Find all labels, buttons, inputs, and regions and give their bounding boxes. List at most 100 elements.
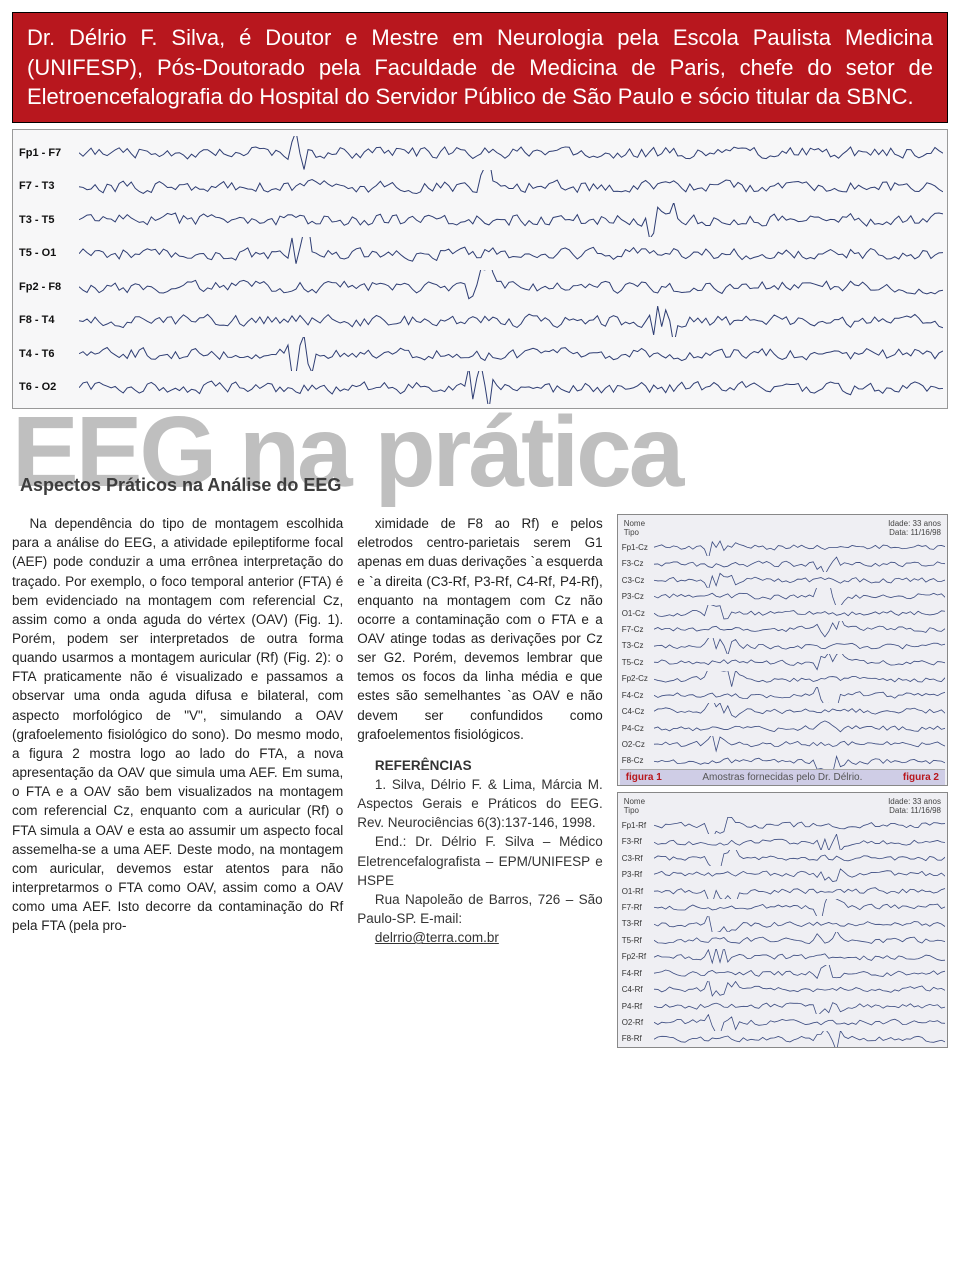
- fig-trace-line: [654, 949, 945, 965]
- fig-trace-line: [654, 866, 945, 882]
- fig-trace-row: P4-Rf: [620, 998, 945, 1014]
- fig-trace-label: F4-Cz: [620, 691, 654, 700]
- fig-trace-label: Fp2-Rf: [620, 952, 654, 961]
- fig-trace-line: [654, 1014, 945, 1030]
- body-column-2: ximidade de F8 ao Rf) e pelos eletrodos …: [357, 514, 602, 947]
- fig-trace-row: F7-Rf: [620, 899, 945, 915]
- fig-trace-label: T5-Cz: [620, 658, 654, 667]
- fig1-header-name: Nome: [624, 519, 645, 528]
- eeg-trace-label: Fp1 - F7: [17, 147, 79, 159]
- eeg-trace-row: Fp2 - F8: [17, 270, 943, 304]
- figure-1-box: Nome Tipo Idade: 33 anos Data: 11/16/98 …: [617, 514, 948, 786]
- fig2-header-type: Tipo: [624, 806, 639, 815]
- eeg-trace-line: [79, 337, 943, 371]
- fig-trace-label: O2-Cz: [620, 740, 654, 749]
- fig-trace-line: [654, 654, 945, 670]
- fig-trace-label: P3-Rf: [620, 870, 654, 879]
- fig-trace-row: P4-Cz: [620, 720, 945, 736]
- fig-trace-row: T5-Cz: [620, 654, 945, 670]
- fig-trace-row: F7-Cz: [620, 621, 945, 637]
- fig-trace-row: T3-Rf: [620, 916, 945, 932]
- fig-caption-row: figura 1 Amostras fornecidas pelo Dr. Dé…: [620, 769, 945, 785]
- body-col1-text: Na dependência do tipo de montagem escol…: [12, 514, 343, 935]
- fig-trace-line: [654, 817, 945, 833]
- eeg-trace-label: T5 - O1: [17, 247, 79, 259]
- fig-trace-row: Fp2-Cz: [620, 671, 945, 687]
- fig-trace-label: P4-Rf: [620, 1002, 654, 1011]
- fig2-caption-label: figura 2: [897, 770, 945, 785]
- fig-trace-label: O2-Rf: [620, 1018, 654, 1027]
- eeg-trace-label: F8 - T4: [17, 314, 79, 326]
- fig1-header-age: Idade: 33 anos: [888, 519, 941, 528]
- fig-trace-row: C4-Rf: [620, 981, 945, 997]
- fig1-header-date: Data: 11/16/98: [889, 528, 941, 537]
- fig-trace-label: Fp1-Rf: [620, 821, 654, 830]
- eeg-trace-line: [79, 136, 943, 170]
- fig-trace-label: F3-Rf: [620, 837, 654, 846]
- fig-trace-line: [654, 736, 945, 752]
- fig-trace-row: Fp1-Rf: [620, 817, 945, 833]
- fig-trace-line: [654, 605, 945, 621]
- body-col2-text: ximidade de F8 ao Rf) e pelos eletrodos …: [357, 514, 602, 744]
- eeg-trace-row: T3 - T5: [17, 203, 943, 237]
- fig-trace-row: T3-Cz: [620, 638, 945, 654]
- fig-trace-line: [654, 981, 945, 997]
- fig-trace-label: F7-Rf: [620, 903, 654, 912]
- fig-trace-row: T5-Rf: [620, 932, 945, 948]
- references-title: REFERÊNCIAS: [357, 758, 602, 773]
- fig-trace-row: F3-Rf: [620, 834, 945, 850]
- fig-trace-label: T5-Rf: [620, 936, 654, 945]
- references-block: 1. Silva, Délrio F. & Lima, Márcia M. As…: [357, 775, 602, 947]
- fig-trace-label: C3-Rf: [620, 854, 654, 863]
- fig-trace-line: [654, 899, 945, 915]
- banner-text: Dr. Délrio F. Silva, é Doutor e Mestre e…: [27, 25, 933, 109]
- fig-trace-line: [654, 850, 945, 866]
- fig-trace-row: F3-Cz: [620, 556, 945, 572]
- fig2-header-age: Idade: 33 anos: [888, 797, 941, 806]
- eeg-trace-label: F7 - T3: [17, 180, 79, 192]
- fig-trace-line: [654, 916, 945, 932]
- fig-trace-line: [654, 588, 945, 604]
- fig-trace-label: Fp2-Cz: [620, 674, 654, 683]
- fig-trace-row: F4-Rf: [620, 965, 945, 981]
- fig-trace-line: [654, 834, 945, 850]
- fig2-header: Nome Tipo Idade: 33 anos Data: 11/16/98: [620, 797, 945, 817]
- fig-trace-row: C3-Cz: [620, 572, 945, 588]
- fig-trace-label: Fp1-Cz: [620, 543, 654, 552]
- reference-item: End.: Dr. Délrio F. Silva – Médico Eletr…: [357, 832, 602, 889]
- fig-trace-line: [654, 753, 945, 769]
- fig-trace-row: F8-Rf: [620, 1031, 945, 1047]
- fig-trace-row: O2-Cz: [620, 736, 945, 752]
- author-bio-banner: Dr. Délrio F. Silva, é Doutor e Mestre e…: [12, 12, 948, 123]
- fig-trace-label: P4-Cz: [620, 724, 654, 733]
- fig-trace-label: O1-Cz: [620, 609, 654, 618]
- eeg-trace-line: [79, 270, 943, 304]
- fig-trace-line: [654, 883, 945, 899]
- eeg-trace-label: Fp2 - F8: [17, 281, 79, 293]
- fig2-traces: Fp1-RfF3-RfC3-RfP3-RfO1-RfF7-RfT3-RfT5-R…: [620, 817, 945, 1047]
- fig1-header-type: Tipo: [624, 528, 639, 537]
- fig-trace-label: F8-Cz: [620, 756, 654, 765]
- fig-trace-line: [654, 539, 945, 555]
- content-columns: Na dependência do tipo de montagem escol…: [12, 514, 948, 1054]
- fig-trace-row: Fp1-Cz: [620, 539, 945, 555]
- reference-email[interactable]: delrrio@terra.com.br: [375, 930, 499, 945]
- reference-item: 1. Silva, Délrio F. & Lima, Márcia M. As…: [357, 775, 602, 832]
- fig-trace-label: F7-Cz: [620, 625, 654, 634]
- fig-trace-row: C3-Rf: [620, 850, 945, 866]
- eeg-trace-row: T5 - O1: [17, 237, 943, 271]
- fig-trace-label: F8-Rf: [620, 1034, 654, 1043]
- fig-caption-credit: Amostras fornecidas pelo Dr. Délrio.: [668, 770, 897, 785]
- fig-trace-row: F4-Cz: [620, 687, 945, 703]
- eeg-trace-row: Fp1 - F7: [17, 136, 943, 170]
- figures-column: Nome Tipo Idade: 33 anos Data: 11/16/98 …: [617, 514, 948, 1054]
- fig-trace-line: [654, 998, 945, 1014]
- fig1-header: Nome Tipo Idade: 33 anos Data: 11/16/98: [620, 519, 945, 539]
- fig1-traces: Fp1-CzF3-CzC3-CzP3-CzO1-CzF7-CzT3-CzT5-C…: [620, 539, 945, 769]
- eeg-trace-line: [79, 237, 943, 271]
- eeg-trace-line: [79, 304, 943, 338]
- eeg-trace-row: T4 - T6: [17, 337, 943, 371]
- fig-trace-label: C4-Rf: [620, 985, 654, 994]
- fig-trace-row: F8-Cz: [620, 753, 945, 769]
- fig2-header-name: Nome: [624, 797, 645, 806]
